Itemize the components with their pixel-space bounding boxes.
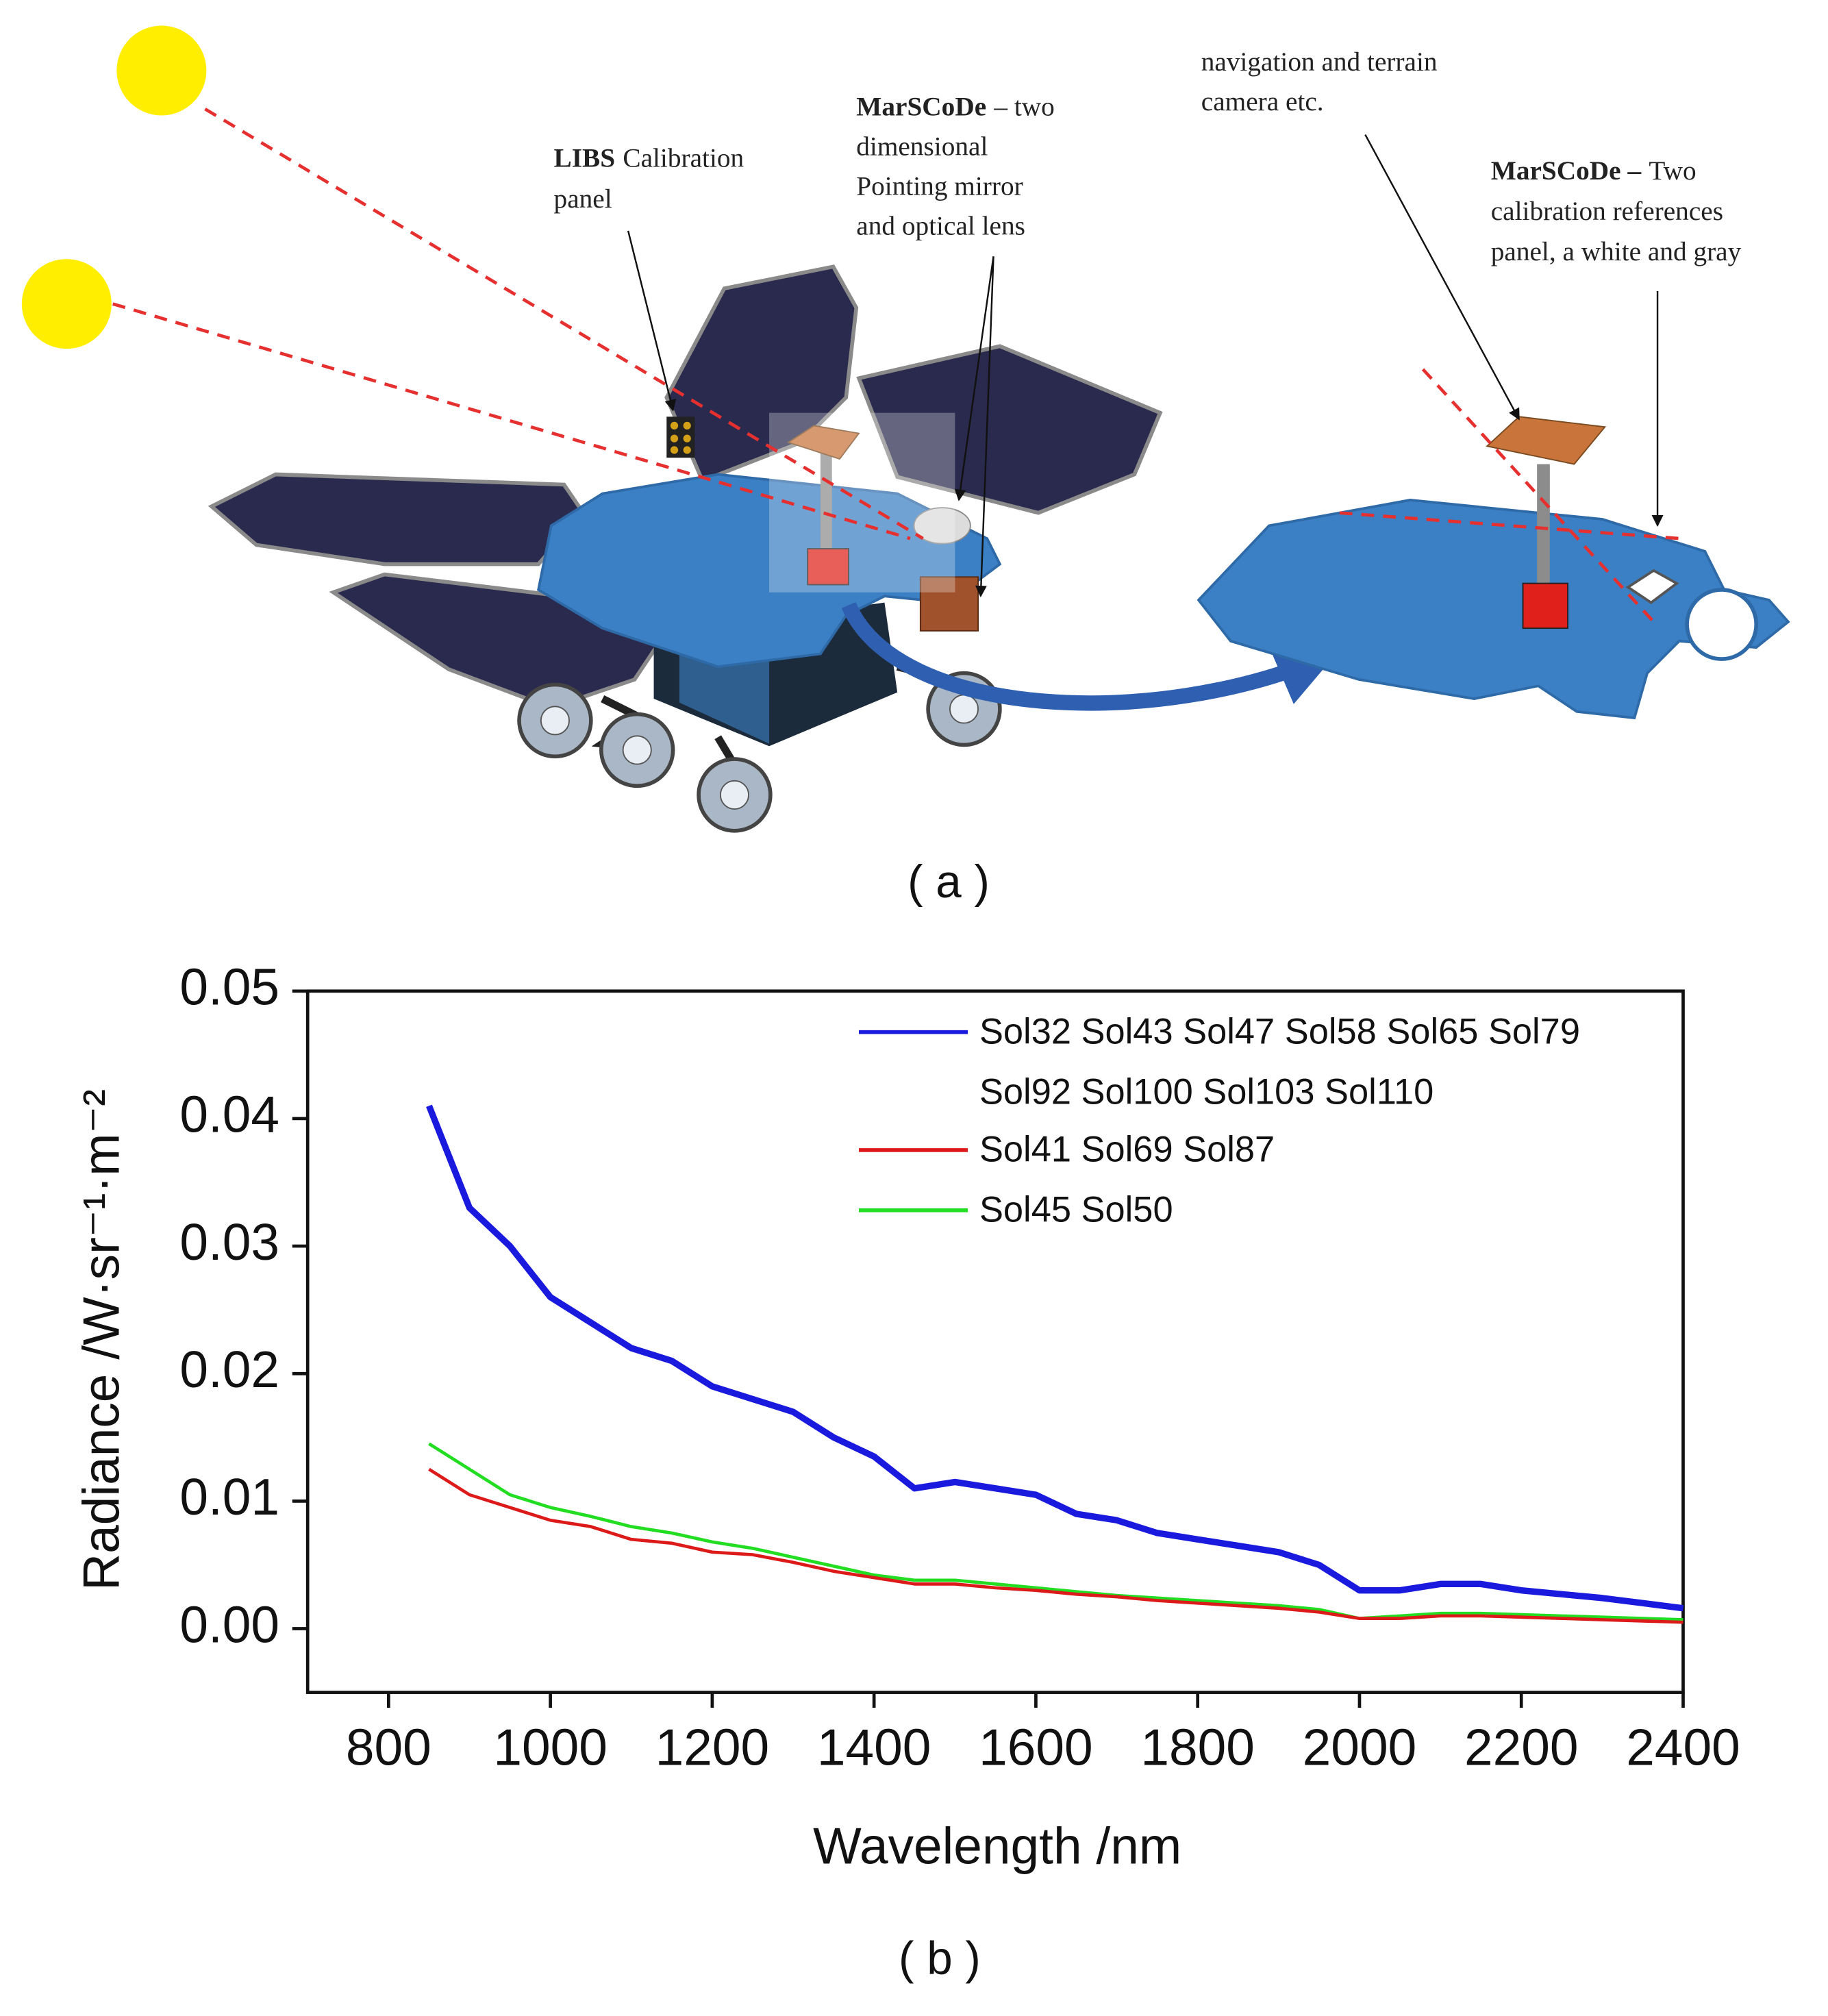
libs-dots bbox=[670, 421, 691, 454]
transfer-arrow bbox=[841, 601, 1338, 711]
x-tick-label: 1800 bbox=[1140, 1718, 1255, 1776]
callout-line: panel bbox=[554, 184, 612, 214]
callout-line: LIBS Calibration bbox=[554, 142, 744, 173]
plot-frame bbox=[305, 989, 1685, 1694]
callout-bold: LIBS bbox=[554, 142, 616, 173]
callout-line: MarSCoDe – two bbox=[856, 91, 1055, 121]
x-tick-label: 2400 bbox=[1626, 1718, 1740, 1776]
legend-entry: Sol32 Sol43 Sol47 Sol58 Sol65 Sol79 Sol9… bbox=[979, 1011, 1580, 1112]
callout-line: camera etc. bbox=[1201, 86, 1324, 116]
x-tick-label: 800 bbox=[346, 1718, 431, 1776]
callout-line: calibration references bbox=[1491, 196, 1723, 226]
red-box bbox=[1522, 582, 1568, 630]
y-tick-label: 0.01 bbox=[179, 1468, 279, 1526]
pointer-arrows bbox=[627, 134, 1664, 598]
x-tick-label: 1600 bbox=[979, 1718, 1093, 1776]
callout-line: dimensional bbox=[856, 131, 988, 161]
series-line bbox=[428, 1442, 1683, 1621]
calibration-panel bbox=[1625, 569, 1679, 604]
mast bbox=[820, 451, 832, 554]
light-rays bbox=[112, 108, 1680, 623]
x-tick-label: 2200 bbox=[1464, 1718, 1579, 1776]
mast-head bbox=[786, 425, 860, 460]
x-tick-label: 1400 bbox=[817, 1718, 931, 1776]
y-tick-label: 0.00 bbox=[179, 1595, 279, 1653]
chart: Wavelength /nm Radiance /W·sr⁻¹·m⁻² ( b … bbox=[72, 958, 1740, 1984]
panel-caption: ( a ) bbox=[907, 856, 990, 908]
legend-label: Sol45 Sol50 bbox=[979, 1189, 1173, 1230]
series-line bbox=[426, 1104, 1684, 1612]
sun bbox=[116, 25, 207, 116]
legend-label: Sol32 Sol43 Sol47 Sol58 Sol65 Sol79 Sol9… bbox=[979, 1011, 1580, 1112]
mast bbox=[1537, 464, 1550, 588]
callout-label: navigation and terrain camera etc. bbox=[1201, 47, 1438, 116]
callout-text: Two bbox=[1649, 155, 1696, 186]
callout-label: MarSCoDe – Two calibration references panel… bbox=[1491, 155, 1742, 266]
x-tick-label: 1200 bbox=[655, 1718, 770, 1776]
callout-line: navigation and terrain bbox=[1201, 47, 1438, 77]
callout-line: Pointing mirror bbox=[856, 171, 1023, 201]
legend-entry: Sol41 Sol69 Sol87 bbox=[979, 1129, 1275, 1169]
diagram: ( a ) bbox=[21, 25, 1790, 908]
y-axis-label: Radiance /W·sr⁻¹·m⁻² bbox=[72, 1089, 129, 1591]
callout-text: – two bbox=[993, 91, 1054, 121]
x-tick-label: 1000 bbox=[493, 1718, 608, 1776]
y-tick-label: 0.03 bbox=[179, 1213, 279, 1271]
y-tick-label: 0.02 bbox=[179, 1341, 279, 1398]
mirror bbox=[913, 507, 971, 545]
x-axis-label: Wavelength /nm bbox=[813, 1817, 1181, 1875]
sun bbox=[21, 259, 112, 349]
callout-line: panel, a white and gray bbox=[1491, 236, 1742, 266]
series-line bbox=[428, 1467, 1683, 1624]
panel-caption: ( b ) bbox=[899, 1932, 981, 1984]
optics-cylinder bbox=[919, 576, 979, 632]
callout-text: Calibration bbox=[623, 142, 744, 173]
callout-label: LIBS Calibration panel bbox=[554, 142, 744, 214]
x-tick-label: 2000 bbox=[1303, 1718, 1417, 1776]
callout-bold: MarSCoDe bbox=[856, 91, 986, 121]
legend-label: Sol41 Sol69 Sol87 bbox=[979, 1129, 1275, 1169]
y-tick-label: 0.05 bbox=[179, 958, 279, 1016]
legend-entry: Sol45 Sol50 bbox=[979, 1189, 1173, 1230]
callout-bold: MarSCoDe – bbox=[1491, 155, 1642, 186]
deck-hole bbox=[1685, 588, 1758, 661]
callout-line: and optical lens bbox=[856, 211, 1025, 241]
y-tick-label: 0.04 bbox=[179, 1086, 279, 1143]
solar-panels bbox=[208, 264, 1163, 710]
rover-deck bbox=[537, 473, 1002, 669]
callout-line: MarSCoDe – Two bbox=[1491, 155, 1696, 186]
mast-head bbox=[1486, 416, 1607, 465]
red-box bbox=[807, 548, 849, 586]
